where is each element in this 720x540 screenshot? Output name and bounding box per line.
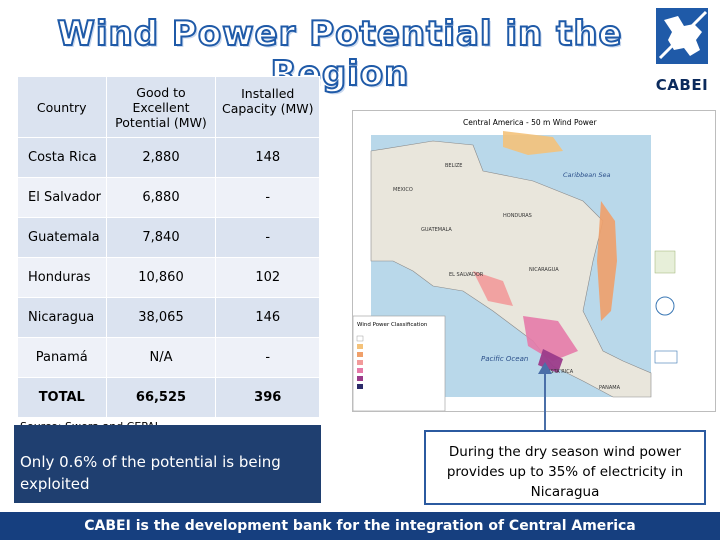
cell-potential: N/A <box>105 337 217 378</box>
cabei-logo: CABEI <box>650 6 714 96</box>
exploitation-note: Only 0.6% of the potential is being expl… <box>14 425 321 503</box>
cell-potential: 10,860 <box>105 257 217 298</box>
header-installed-label: Installed Capacity (MW) <box>221 86 314 116</box>
header-installed: Installed Capacity (MW) <box>215 76 320 138</box>
table-row: Guatemala 7,840 - <box>17 217 320 258</box>
map-legend-title: Wind Power Classification <box>357 322 428 328</box>
table-row: El Salvador 6,880 - <box>17 177 320 218</box>
wind-map-graphic: Central America - 50 m Wind Power Wind P… <box>352 111 715 412</box>
table-row: Costa Rica 2,880 148 <box>17 137 320 178</box>
map-wind-patch <box>523 316 578 361</box>
cell-installed: 146 <box>215 297 320 338</box>
cell-installed: 148 <box>215 137 320 178</box>
cell-country: Nicaragua <box>17 297 107 338</box>
cell-installed: - <box>215 177 320 218</box>
map-wind-patch <box>597 201 617 321</box>
table-row: Honduras 10,860 102 <box>17 257 320 298</box>
cell-country: Costa Rica <box>17 137 107 178</box>
cell-country: El Salvador <box>17 177 107 218</box>
nrel-logo-icon <box>654 350 678 364</box>
map-label-el-salvador: EL SALVADOR <box>449 272 484 278</box>
cell-installed: - <box>215 217 320 258</box>
cell-country: Honduras <box>17 257 107 298</box>
cell-total-label: TOTAL <box>17 377 107 418</box>
map-label-mexico: MEXICO <box>393 187 413 193</box>
header-potential: Good to Excellent Potential (MW) <box>105 76 217 138</box>
map-label-guatemala: GUATEMALA <box>421 227 452 233</box>
wind-potential-table: Country Good to Excellent Potential (MW)… <box>17 76 320 418</box>
dry-season-note: During the dry season wind power provide… <box>424 430 706 505</box>
logo-emblem-icon <box>656 8 708 64</box>
table-total-row: TOTAL 66,525 396 <box>17 377 320 418</box>
map-title: Central America - 50 m Wind Power <box>463 118 598 127</box>
map-label-caribbean: Caribbean Sea <box>563 171 611 179</box>
table-row: Nicaragua 38,065 146 <box>17 297 320 338</box>
unep-logo-icon <box>655 296 675 316</box>
cell-country: Guatemala <box>17 217 107 258</box>
footer-banner: CABEI is the development bank for the in… <box>0 512 720 540</box>
logo-label: CABEI <box>655 76 709 94</box>
cell-total-potential: 66,525 <box>105 377 217 418</box>
cell-installed: 102 <box>215 257 320 298</box>
map-legend <box>352 315 446 412</box>
wind-map: Central America - 50 m Wind Power Wind P… <box>352 110 716 412</box>
arrow-up-icon <box>536 362 554 434</box>
map-label-belize: BELIZE <box>445 163 462 169</box>
map-label-panama: PANAMA <box>599 385 621 391</box>
slide-title: Wind Power Potential in the Region <box>56 13 623 95</box>
map-label-nicaragua: NICARAGUA <box>529 267 559 273</box>
map-wind-patch <box>503 131 563 155</box>
map-label-costa-rica: COSTA RICA <box>543 369 574 375</box>
swera-logo-icon <box>654 250 676 274</box>
map-label-pacific: Pacific Ocean <box>481 355 528 363</box>
table-row: Panamá N/A - <box>17 337 320 378</box>
cell-potential: 6,880 <box>105 177 217 218</box>
cell-country: Panamá <box>17 337 107 378</box>
cell-potential: 7,840 <box>105 217 217 258</box>
map-label-honduras: HONDURAS <box>503 213 532 219</box>
cell-potential: 2,880 <box>105 137 217 178</box>
map-wind-patch <box>473 271 513 306</box>
cell-total-installed: 396 <box>215 377 320 418</box>
cell-potential: 38,065 <box>105 297 217 338</box>
cell-installed: - <box>215 337 320 378</box>
header-country: Country <box>17 76 107 138</box>
map-land <box>370 140 652 398</box>
